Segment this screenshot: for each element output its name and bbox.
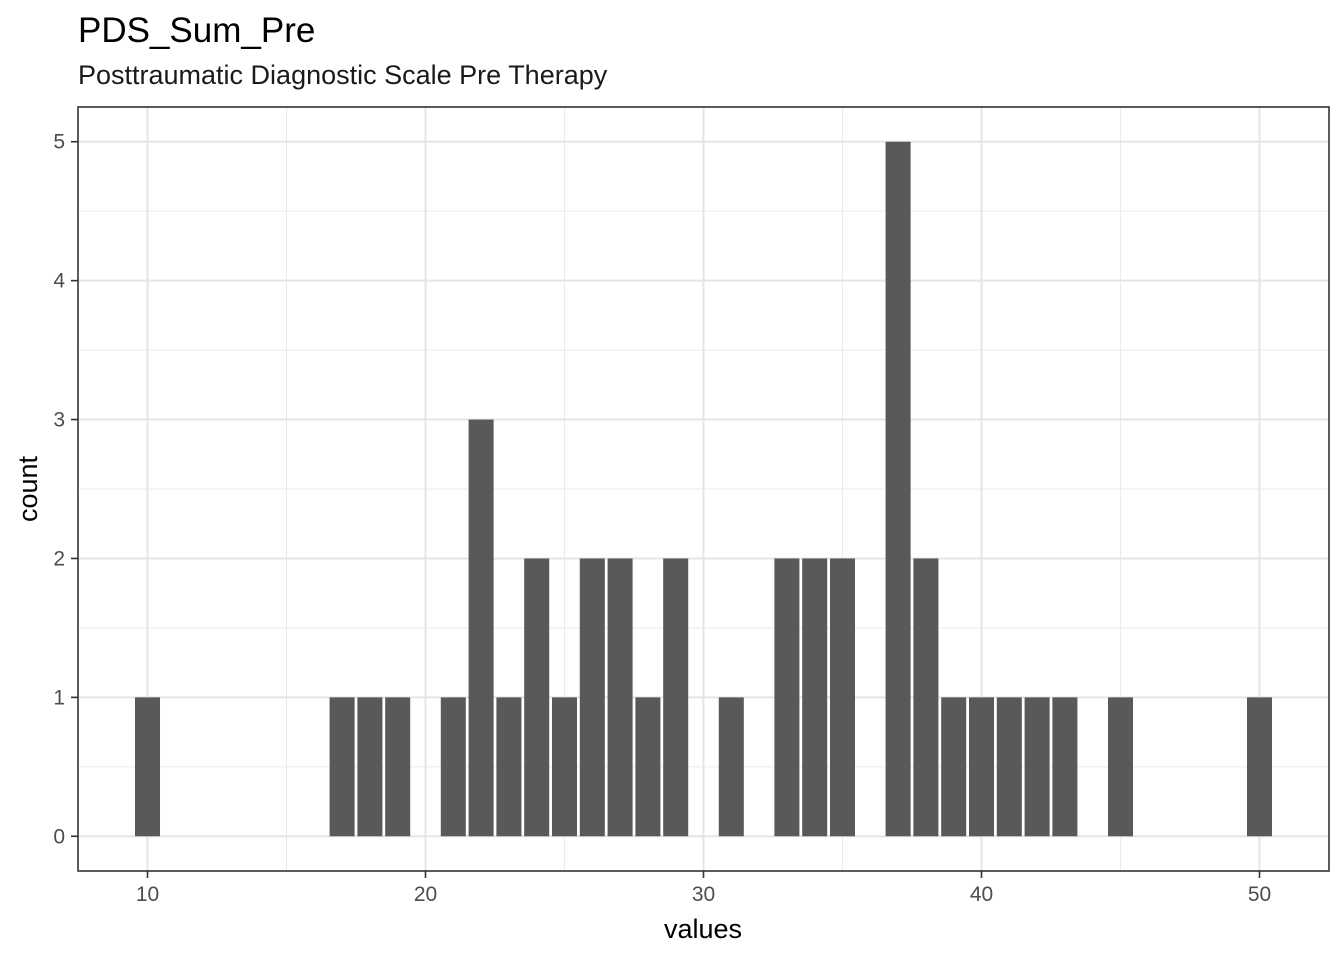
y-tick-label: 2 (53, 547, 65, 570)
histogram-bar (579, 558, 605, 837)
histogram-bar (329, 697, 355, 837)
histogram-bar (1107, 697, 1134, 837)
y-tick-label: 5 (53, 131, 65, 154)
histogram-bar (885, 141, 911, 837)
histogram-bar (996, 697, 1022, 837)
histogram-bar (607, 558, 633, 837)
histogram-bar (802, 558, 828, 837)
histogram-bar (357, 697, 383, 837)
histogram-bar (1246, 697, 1273, 837)
histogram-bar (440, 697, 466, 837)
y-tick-label: 3 (53, 409, 65, 432)
x-tick-label: 40 (970, 883, 993, 906)
y-tick-label: 0 (53, 825, 65, 848)
histogram-bar (1024, 697, 1050, 837)
x-axis-title: values (664, 914, 742, 944)
histogram-bar (829, 558, 856, 837)
histogram-bar (1052, 697, 1078, 837)
histogram-bar (468, 419, 494, 837)
histogram-bar (968, 697, 995, 837)
histogram-bar (718, 697, 744, 837)
histogram-bar (635, 697, 661, 837)
histogram-bar (134, 697, 161, 837)
x-tick-label: 10 (136, 883, 159, 906)
x-tick-label: 20 (414, 883, 437, 906)
histogram-bar (663, 558, 689, 837)
y-axis-title: count (13, 455, 43, 522)
chart-title: PDS_Sum_Pre (78, 11, 315, 50)
y-tick-label: 1 (53, 686, 65, 709)
x-tick-label: 50 (1248, 883, 1271, 906)
histogram-bar (385, 697, 411, 837)
chart-subtitle: Posttraumatic Diagnostic Scale Pre Thera… (78, 60, 608, 90)
grid-lines (78, 107, 1329, 871)
histogram-bar (913, 558, 939, 837)
histogram-bar (941, 697, 967, 837)
axis-ticks: 10 20 30 40 50 0 1 2 3 4 5 (53, 131, 1271, 906)
histogram-bar (774, 558, 800, 837)
x-tick-label: 30 (692, 883, 715, 906)
bars (134, 141, 1273, 837)
y-tick-label: 4 (53, 270, 65, 293)
histogram-bar (551, 697, 578, 837)
histogram-bar (524, 558, 550, 837)
histogram-bar (496, 697, 522, 837)
